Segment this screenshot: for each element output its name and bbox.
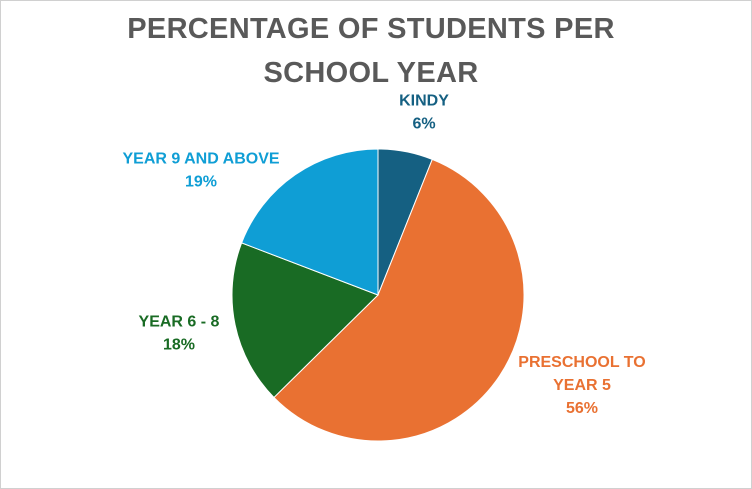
slice-percent-label: 56% <box>566 400 598 417</box>
pie-slice-year-9-and-above <box>240 148 379 296</box>
slice-category-label: KINDY <box>399 93 449 110</box>
slice-category-label: YEAR 6 - 8 <box>139 314 220 331</box>
chart-title: PERCENTAGE OF STUDENTS PER SCHOOL YEAR <box>127 13 615 89</box>
data-label-preschool-to-year-5: PRESCHOOL TO YEAR 5 56% <box>518 354 645 417</box>
slice-category-label: YEAR 5 <box>553 377 611 394</box>
pie-slice-preschool-to-year-5 <box>273 158 525 442</box>
data-label-year-9-and-above: YEAR 9 AND ABOVE 19% <box>122 151 279 191</box>
slice-category-label: YEAR 9 AND ABOVE <box>122 151 279 168</box>
data-label-year-6-8: YEAR 6 - 8 18% <box>139 314 220 354</box>
slice-percent-label: 18% <box>163 337 195 354</box>
slice-percent-label: 19% <box>185 174 217 191</box>
data-label-kindy: KINDY 6% <box>399 93 449 133</box>
slice-percent-label: 6% <box>412 116 435 133</box>
slice-category-label: PRESCHOOL TO <box>518 354 645 371</box>
